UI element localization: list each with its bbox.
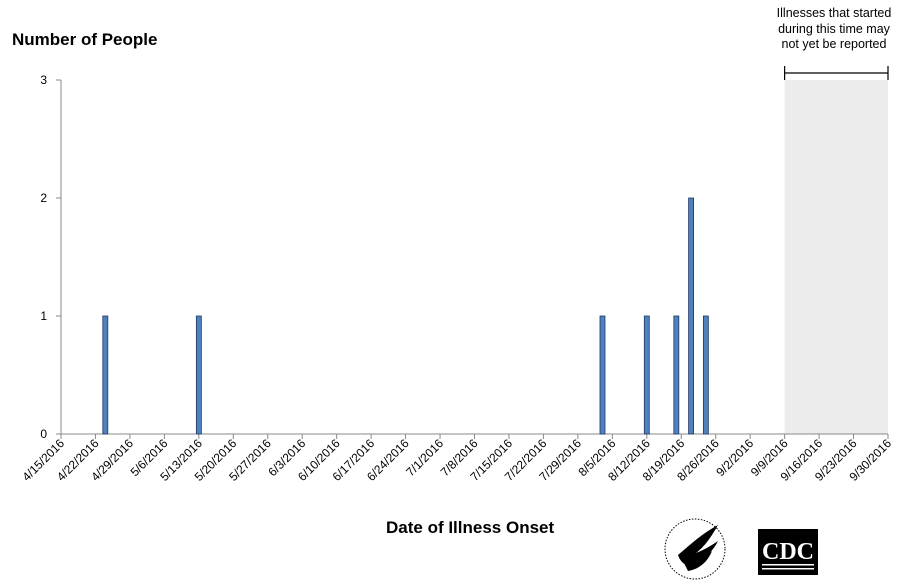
x-tick-labels: 4/15/20164/22/20164/29/20165/6/20165/13/… [19, 436, 894, 484]
bar [688, 197, 694, 435]
y-tick-label: 2 [40, 191, 47, 205]
bars [102, 197, 709, 435]
cdc-logo: CDC [758, 529, 818, 575]
y-tick-label: 1 [40, 309, 47, 323]
svg-text:CDC: CDC [762, 539, 814, 565]
agency-logos: CDC [664, 518, 818, 580]
reporting-lag-note: Illnesses that started during this time … [776, 6, 892, 51]
y-tick-label: 3 [40, 73, 47, 87]
reporting-lag-shade [784, 80, 888, 434]
y-tick-labels: 0 1 2 3 [40, 73, 47, 441]
bar [195, 315, 202, 435]
reporting-lag-bracket [784, 66, 889, 80]
hhs-eagle-logo [664, 518, 726, 580]
x-axis-title: Date of Illness Onset [386, 518, 555, 537]
bar [102, 315, 109, 435]
y-axis-title: Number of People [12, 30, 158, 49]
bar [643, 315, 650, 435]
bar [673, 315, 680, 435]
reporting-lag-region [784, 80, 888, 434]
chart-axes [56, 79, 889, 439]
bar [599, 315, 606, 435]
bar [702, 315, 709, 435]
y-tick-label: 0 [40, 427, 47, 441]
